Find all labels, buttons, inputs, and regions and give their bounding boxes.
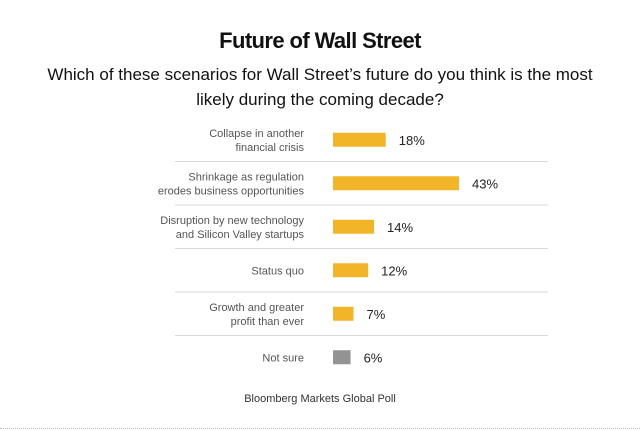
bar-status-quo: [333, 263, 369, 278]
category-label-growth-and-greater-profit-than-ever: Growth and greater: [209, 302, 304, 314]
category-label-not-sure: Not sure: [262, 352, 304, 364]
value-label-growth-and-greater-profit-than-ever: 7%: [367, 307, 386, 322]
bottom-divider: [0, 428, 640, 429]
bar-growth-and-greater-profit-than-ever: [333, 306, 354, 321]
category-label-collapse-in-another-financial-crisis: financial crisis: [236, 142, 305, 154]
chart-title: Future of Wall Street: [219, 28, 421, 53]
value-label-not-sure: 6%: [364, 350, 383, 365]
category-label-shrinkage-as-regulation-erodes-business-opportunities: erodes business opportunities: [158, 185, 305, 197]
value-label-disruption-by-new-technology-and-silicon-valley-startups: 14%: [387, 220, 413, 235]
value-label-status-quo: 12%: [381, 263, 407, 278]
bar-shrinkage-as-regulation-erodes-business-opportunities: [333, 176, 459, 191]
value-label-collapse-in-another-financial-crisis: 18%: [399, 133, 425, 148]
category-label-growth-and-greater-profit-than-ever: profit than ever: [231, 316, 305, 328]
bar-not-sure: [333, 350, 351, 365]
bar-disruption-by-new-technology-and-silicon-valley-startups: [333, 219, 375, 234]
chart-source: Bloomberg Markets Global Poll: [244, 393, 396, 405]
category-label-collapse-in-another-financial-crisis: Collapse in another: [209, 128, 304, 140]
category-label-shrinkage-as-regulation-erodes-business-opportunities: Shrinkage as regulation: [188, 171, 304, 183]
category-label-status-quo: Status quo: [251, 265, 304, 277]
chart-subtitle: Which of these scenarios for Wall Street…: [47, 65, 593, 109]
category-label-disruption-by-new-technology-and-silicon-valley-startups: Disruption by new technology: [160, 215, 304, 227]
category-label-disruption-by-new-technology-and-silicon-valley-startups: and Silicon Valley startups: [176, 229, 305, 241]
bar-collapse-in-another-financial-crisis: [333, 132, 386, 147]
value-label-shrinkage-as-regulation-erodes-business-opportunities: 43%: [472, 176, 498, 191]
